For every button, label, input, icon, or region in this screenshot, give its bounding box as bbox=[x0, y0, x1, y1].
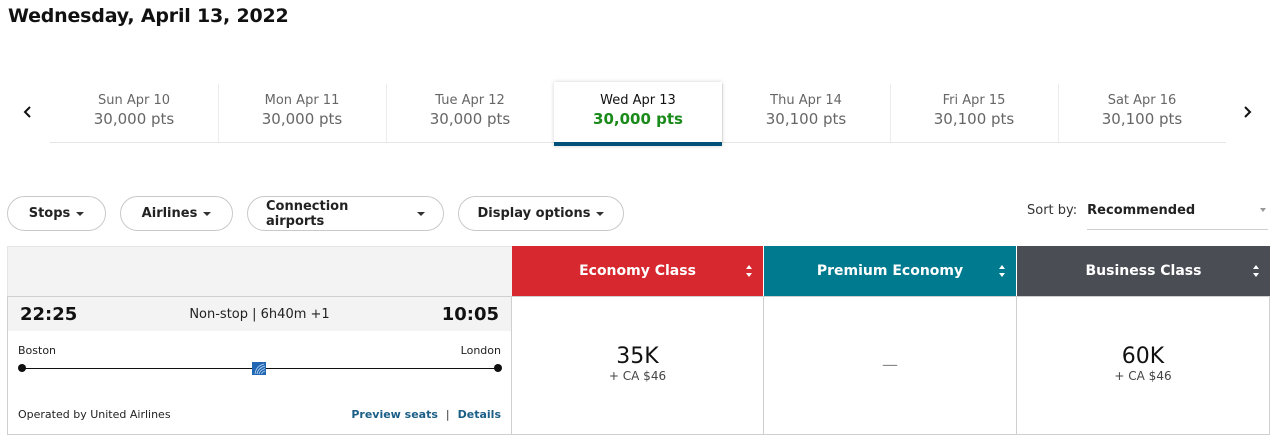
display-options-filter-button[interactable]: Display options bbox=[458, 196, 624, 231]
chevron-left-icon bbox=[23, 106, 31, 118]
date-label: Wed Apr 13 bbox=[600, 93, 676, 108]
date-points: 30,000 pts bbox=[261, 110, 343, 128]
previous-dates-button[interactable] bbox=[16, 100, 40, 124]
date-label: Fri Apr 15 bbox=[942, 93, 1006, 108]
date-points: 30,100 pts bbox=[933, 110, 1015, 128]
arrival-time: 10:05 bbox=[441, 304, 499, 325]
date-tab-tue-apr-12[interactable]: Tue Apr 12 30,000 pts bbox=[386, 82, 554, 142]
filter-bar: Stops Airlines Connection airports Displ… bbox=[7, 196, 624, 232]
date-points: 30,100 pts bbox=[1101, 110, 1183, 128]
date-label: Sat Apr 16 bbox=[1107, 93, 1177, 108]
next-dates-button[interactable] bbox=[1235, 100, 1259, 124]
date-tab-thu-apr-14[interactable]: Thu Apr 14 30,100 pts bbox=[722, 82, 890, 142]
premium-fare-unavailable: — bbox=[882, 355, 898, 374]
date-label: Mon Apr 11 bbox=[264, 93, 340, 108]
sort-icon bbox=[999, 265, 1005, 277]
display-options-filter-label: Display options bbox=[477, 206, 591, 221]
date-label: Sun Apr 10 bbox=[97, 93, 171, 108]
caret-down-icon bbox=[1260, 208, 1267, 212]
sort-icon bbox=[746, 265, 752, 277]
destination-dot-icon bbox=[494, 364, 502, 372]
premium-economy-fare-cell: — bbox=[764, 296, 1017, 435]
stops-duration: Non-stop | 6h40m +1 bbox=[189, 307, 330, 322]
business-fare-points: 60K bbox=[1121, 344, 1165, 369]
connection-airports-filter-button[interactable]: Connection airports bbox=[247, 196, 444, 231]
date-points: 30,000 pts bbox=[593, 110, 683, 128]
economy-fare-points: 35K bbox=[616, 344, 659, 369]
details-link[interactable]: Details bbox=[457, 408, 501, 421]
caret-down-icon bbox=[596, 211, 605, 216]
operated-by: Operated by United Airlines bbox=[18, 408, 171, 421]
premium-economy-header[interactable]: Premium Economy bbox=[764, 246, 1016, 296]
business-fare-tax: + CA $46 bbox=[1114, 369, 1172, 383]
sort-label: Sort by: bbox=[1027, 203, 1078, 218]
business-class-label: Business Class bbox=[1085, 263, 1202, 279]
flight-links: Preview seats | Details bbox=[351, 408, 501, 421]
premium-economy-label: Premium Economy bbox=[816, 263, 964, 279]
date-tab-wed-apr-13[interactable]: Wed Apr 13 30,000 pts bbox=[554, 82, 722, 146]
date-tab-sun-apr-10[interactable]: Sun Apr 10 30,000 pts bbox=[50, 82, 218, 142]
economy-fare-tax: + CA $46 bbox=[608, 369, 667, 383]
date-tab-fri-apr-15[interactable]: Fri Apr 15 30,100 pts bbox=[890, 82, 1058, 142]
flight-result-row: 22:25 Non-stop | 6h40m +1 10:05 Boston L… bbox=[7, 296, 1270, 435]
sort-selected-value: Recommended bbox=[1087, 203, 1196, 218]
date-strip: Sun Apr 10 30,000 pts Mon Apr 11 30,000 … bbox=[50, 82, 1226, 146]
caret-down-icon bbox=[417, 211, 425, 216]
date-carousel: Sun Apr 10 30,000 pts Mon Apr 11 30,000 … bbox=[0, 82, 1275, 148]
caret-down-icon bbox=[203, 211, 212, 216]
destination-city: London bbox=[460, 344, 501, 357]
sort-control: Sort by: Recommended bbox=[1027, 200, 1269, 230]
connection-airports-filter-label: Connection airports bbox=[266, 198, 349, 229]
caret-down-icon bbox=[76, 211, 85, 216]
sort-select[interactable]: Recommended bbox=[1087, 200, 1269, 230]
flight-info: 22:25 Non-stop | 6h40m +1 10:05 Boston L… bbox=[7, 296, 512, 435]
flight-column-header bbox=[7, 246, 512, 297]
stops-filter-button[interactable]: Stops bbox=[7, 196, 106, 231]
page-title: Wednesday, April 13, 2022 bbox=[8, 5, 289, 27]
business-class-header[interactable]: Business Class bbox=[1017, 246, 1270, 296]
date-points: 30,000 pts bbox=[93, 110, 175, 128]
flight-summary-bar: 22:25 Non-stop | 6h40m +1 10:05 bbox=[8, 297, 511, 331]
date-points: 30,100 pts bbox=[765, 110, 847, 128]
preview-seats-link[interactable]: Preview seats bbox=[351, 408, 438, 421]
chevron-right-icon bbox=[1244, 106, 1252, 118]
business-fare-cell[interactable]: 60K + CA $46 bbox=[1017, 296, 1270, 435]
link-separator: | bbox=[445, 408, 450, 421]
date-label: Tue Apr 12 bbox=[435, 93, 505, 108]
stops-filter-label: Stops bbox=[28, 206, 71, 221]
economy-fare-cell[interactable]: 35K + CA $46 bbox=[512, 296, 764, 435]
date-label: Thu Apr 14 bbox=[770, 93, 842, 108]
results-table-header: Economy Class Premium Economy Business C… bbox=[7, 246, 1270, 297]
airlines-filter-label: Airlines bbox=[141, 206, 198, 221]
origin-city: Boston bbox=[18, 344, 57, 357]
airlines-filter-button[interactable]: Airlines bbox=[120, 196, 233, 231]
departure-time: 22:25 bbox=[20, 304, 78, 325]
economy-class-header[interactable]: Economy Class bbox=[512, 246, 763, 296]
date-tab-sat-apr-16[interactable]: Sat Apr 16 30,100 pts bbox=[1058, 82, 1226, 142]
origin-dot-icon bbox=[18, 364, 26, 372]
sort-icon bbox=[1253, 265, 1259, 277]
date-points: 30,000 pts bbox=[429, 110, 511, 128]
united-airlines-logo-icon bbox=[252, 362, 266, 375]
economy-class-label: Economy Class bbox=[579, 263, 696, 279]
date-tab-mon-apr-11[interactable]: Mon Apr 11 30,000 pts bbox=[218, 82, 386, 142]
